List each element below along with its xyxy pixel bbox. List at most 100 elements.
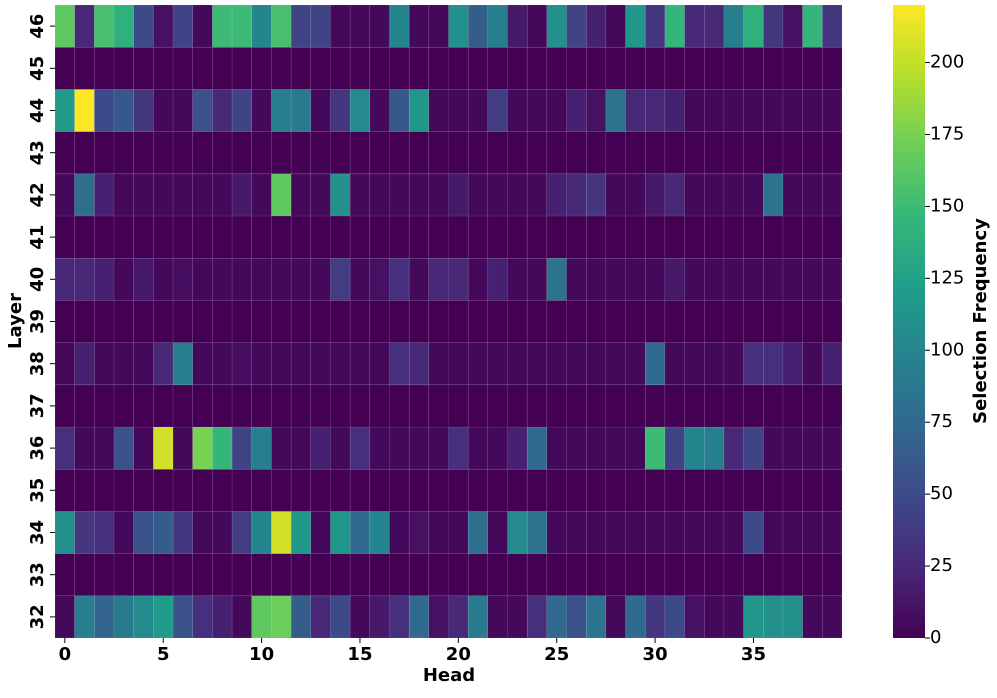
heatmap-cell [487,595,508,639]
colorbar-tick-label: 50 [930,483,953,504]
heatmap-cell [664,384,685,428]
heatmap-cell [644,511,666,554]
heatmap-cell [625,384,646,428]
heatmap-cell [526,4,548,48]
heatmap-cell [192,342,213,386]
heatmap-cell [723,131,744,175]
heatmap-cell [526,384,548,428]
heatmap-cell [113,215,135,259]
heatmap-cell [448,511,469,554]
heatmap-cell [133,257,154,301]
heatmap-cell [762,595,784,639]
heatmap-cell [546,595,567,639]
heatmap-cell [546,468,567,512]
heatmap-cell [782,426,803,470]
heatmap-cell [664,511,685,554]
x-tick-label: 35 [741,644,766,665]
heatmap-cell [566,342,587,386]
heatmap-cell [723,257,744,301]
heatmap-cell [251,595,272,639]
heatmap-cell [231,468,253,512]
heatmap-cell [54,215,75,259]
heatmap-cell [212,468,233,512]
heatmap-cell [231,300,253,343]
heatmap-cell [153,511,174,554]
x-tick-label: 10 [249,644,274,665]
heatmap-cell [526,300,548,343]
heatmap-cell [231,426,253,470]
heatmap-cell [54,595,75,639]
heatmap-cell [644,257,666,301]
heatmap-cell [625,342,646,386]
heatmap-cell [507,384,528,428]
heatmap-cell [389,257,410,301]
heatmap-cell [822,89,843,132]
heatmap-cell [172,173,194,217]
heatmap-cell [54,131,75,175]
heatmap-cell [290,215,312,259]
heatmap-cell [684,468,705,512]
heatmap-cell [330,468,351,512]
heatmap-cell [192,89,213,132]
heatmap-cell [664,595,685,639]
heatmap-cell [507,4,528,48]
heatmap-cell [743,511,764,554]
y-tick-label: 44 [27,98,48,123]
heatmap-cell [133,426,154,470]
heatmap-cell [212,4,233,48]
y-tick-label: 36 [27,436,48,461]
heatmap-cell [664,173,685,217]
heatmap-cell [349,342,371,386]
heatmap-cell [605,342,626,386]
heatmap-cell [212,300,233,343]
heatmap-cell [487,300,508,343]
heatmap-cell [271,511,292,554]
heatmap-cell [172,426,194,470]
heatmap-cell [546,46,567,90]
heatmap-cell [369,426,390,470]
heatmap-cell [546,553,567,597]
heatmap-cell [428,553,449,597]
x-tick-label: 0 [59,644,72,665]
heatmap-cell [408,257,430,301]
heatmap-cell [526,468,548,512]
heatmap-cell [723,384,744,428]
heatmap-cell [566,300,587,343]
heatmap-cell [389,553,410,597]
heatmap-cell [762,131,784,175]
heatmap-cell [349,300,371,343]
heatmap-cell [153,342,174,386]
heatmap-cell [74,215,95,259]
heatmap-cell [153,553,174,597]
heatmap-cell [428,173,449,217]
heatmap-cell [290,468,312,512]
heatmap-cell [605,46,626,90]
heatmap-cell [644,131,666,175]
heatmap-cell [684,553,705,597]
heatmap-cell [330,384,351,428]
heatmap-cell [212,553,233,597]
heatmap-cell [762,384,784,428]
heatmap-cell [605,257,626,301]
heatmap-cell [94,468,115,512]
heatmap-cell [822,215,843,259]
heatmap-cell [782,384,803,428]
heatmap-cell [290,511,312,554]
heatmap-cell [192,384,213,428]
heatmap-cell [782,257,803,301]
heatmap-cell [330,553,351,597]
heatmap-cell [349,131,371,175]
heatmap-cell [605,300,626,343]
heatmap-cell [94,173,115,217]
heatmap-cell [566,511,587,554]
heatmap-cell [644,173,666,217]
heatmap-cell [526,89,548,132]
heatmap-cell [290,342,312,386]
heatmap-cell [54,426,75,470]
heatmap-cell [546,384,567,428]
heatmap-cell [448,300,469,343]
heatmap-cell [330,257,351,301]
heatmap-cell [703,4,725,48]
heatmap-cell [408,553,430,597]
heatmap-cell [605,426,626,470]
